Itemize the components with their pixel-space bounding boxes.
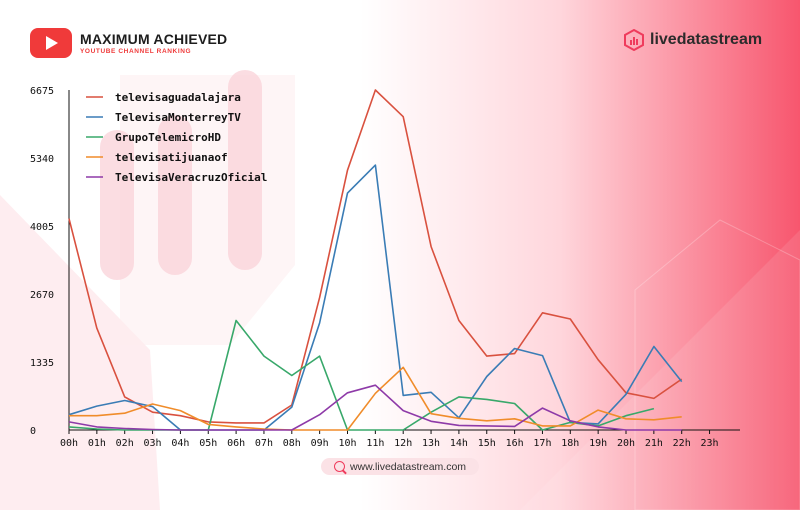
x-tick-label-18: 18h xyxy=(561,438,579,449)
y-tick-label-0: 0 xyxy=(30,426,36,437)
x-tick-label-7: 07h xyxy=(255,438,273,449)
x-tick-label-20: 20h xyxy=(617,438,635,449)
x-tick-label-9: 09h xyxy=(311,438,329,449)
legend-label-2: GrupoTelemicroHD xyxy=(115,131,221,144)
bg-bar-1 xyxy=(100,130,134,280)
x-tick-label-3: 03h xyxy=(144,438,162,449)
legend-label-4: TelevisaVeracruzOficial xyxy=(115,171,267,184)
x-tick-label-1: 01h xyxy=(88,438,106,449)
y-tick-label-4: 5340 xyxy=(30,154,54,165)
x-tick-label-16: 16h xyxy=(506,438,524,449)
series-line-4 xyxy=(68,384,682,431)
y-tick-label-2: 2670 xyxy=(30,290,54,301)
youtube-play-icon xyxy=(30,28,72,58)
brand-title: MAXIMUM ACHIEVED xyxy=(80,31,228,47)
y-tick-label-5: 6675 xyxy=(30,86,54,97)
y-tick-label-3: 4005 xyxy=(30,222,54,233)
x-tick-label-6: 06h xyxy=(227,438,245,449)
series-line-3 xyxy=(69,366,682,431)
x-tick-label-10: 10h xyxy=(338,438,356,449)
bg-bar-2 xyxy=(158,115,192,275)
x-tick-label-2: 02h xyxy=(116,438,134,449)
x-tick-label-14: 14h xyxy=(450,438,468,449)
livedatastream-hexagon-icon xyxy=(624,29,644,51)
x-tick-label-19: 19h xyxy=(589,438,607,449)
bg-shape-left xyxy=(0,195,160,510)
bg-bar-3 xyxy=(228,70,262,270)
footer-url: www.livedatastream.com xyxy=(349,460,467,473)
x-tick-label-0: 00h xyxy=(60,438,78,449)
brand-subtitle: YOUTUBE CHANNEL RANKING xyxy=(80,48,192,55)
brand-logo-right: livedatastream xyxy=(624,29,762,51)
bg-outline-right xyxy=(634,219,800,510)
x-tick-label-22: 22h xyxy=(673,438,691,449)
series-line-0 xyxy=(68,89,683,424)
partner-name: livedatastream xyxy=(650,31,763,48)
footer-url-pill[interactable]: www.livedatastream.com xyxy=(321,458,479,475)
x-tick-label-23: 23h xyxy=(701,438,719,449)
x-tick-label-11: 11h xyxy=(366,438,384,449)
legend-label-0: televisaguadalajara xyxy=(115,91,241,104)
legend-label-3: televisatijuanaof xyxy=(115,151,228,164)
x-tick-label-13: 13h xyxy=(422,438,440,449)
brand-logo-left: MAXIMUM ACHIEVED YOUTUBE CHANNEL RANKING xyxy=(30,28,227,58)
y-tick-label-1: 1335 xyxy=(30,358,54,369)
bg-shape-right xyxy=(520,230,800,510)
brand-text: MAXIMUM ACHIEVED YOUTUBE CHANNEL RANKING xyxy=(80,31,227,55)
x-tick-label-4: 04h xyxy=(171,438,189,449)
legend-label-1: TelevisaMonterreyTV xyxy=(115,111,241,124)
x-tick-label-8: 08h xyxy=(283,438,301,449)
x-tick-label-12: 12h xyxy=(394,438,412,449)
x-tick-label-15: 15h xyxy=(478,438,496,449)
x-tick-label-21: 21h xyxy=(645,438,663,449)
x-tick-label-5: 05h xyxy=(199,438,217,449)
search-icon xyxy=(333,461,345,472)
x-tick-label-17: 17h xyxy=(533,438,551,449)
series-line-1 xyxy=(68,164,683,431)
